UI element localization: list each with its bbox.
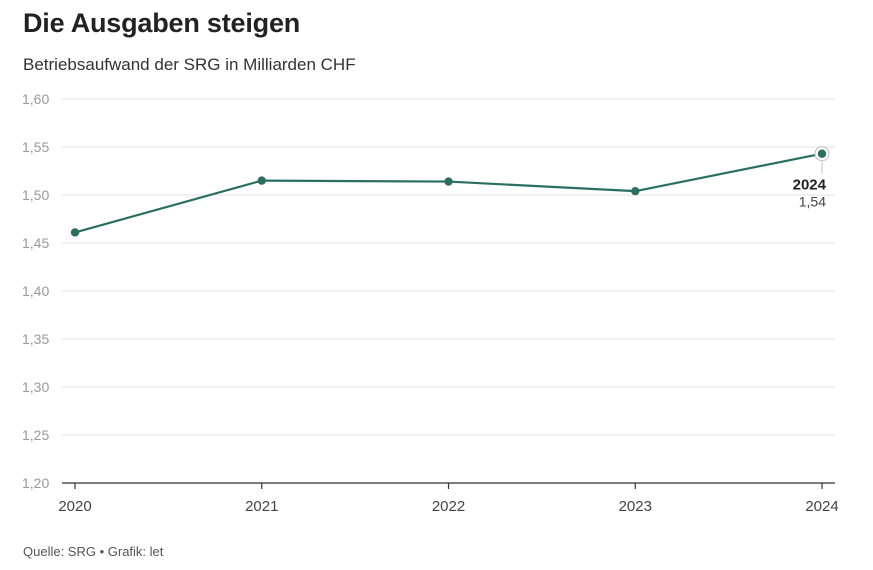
x-tick-label: 2023: [619, 498, 652, 515]
data-point: [257, 176, 266, 185]
x-tick-label: 2021: [245, 498, 278, 515]
x-tick-label: 2020: [58, 498, 91, 515]
data-point: [444, 177, 453, 186]
y-tick-label: 1,60: [22, 91, 49, 107]
y-tick-label: 1,35: [22, 331, 49, 347]
chart-title: Die Ausgaben steigen: [23, 8, 301, 38]
chart-subtitle: Betriebsaufwand der SRG in Milliarden CH…: [23, 55, 356, 74]
x-tick-label: 2022: [432, 498, 465, 515]
y-tick-label: 1,50: [22, 187, 49, 203]
line-chart: 1,60 1,55 1,50 1,45 1,40 1,35 1,30 1,25 1,20 202…: [22, 91, 839, 515]
y-tick-label: 1,45: [22, 235, 49, 251]
source-credit: Quelle: SRG • Grafik: let: [23, 544, 164, 559]
annotation-year: 2024: [793, 177, 827, 194]
y-tick-label: 1,30: [22, 379, 49, 395]
y-tick-label: 1,40: [22, 283, 49, 299]
data-point: [631, 186, 640, 196]
data-point: [817, 149, 827, 158]
x-tick-label: 2024: [805, 498, 838, 515]
y-tick-label: 1,55: [22, 139, 49, 155]
annotation-value: 1,54: [799, 194, 826, 210]
y-tick-label: 1,20: [22, 475, 49, 491]
series-line: [73, 152, 824, 234]
y-tick-label: 1,25: [22, 427, 49, 443]
data-point: [70, 228, 80, 237]
